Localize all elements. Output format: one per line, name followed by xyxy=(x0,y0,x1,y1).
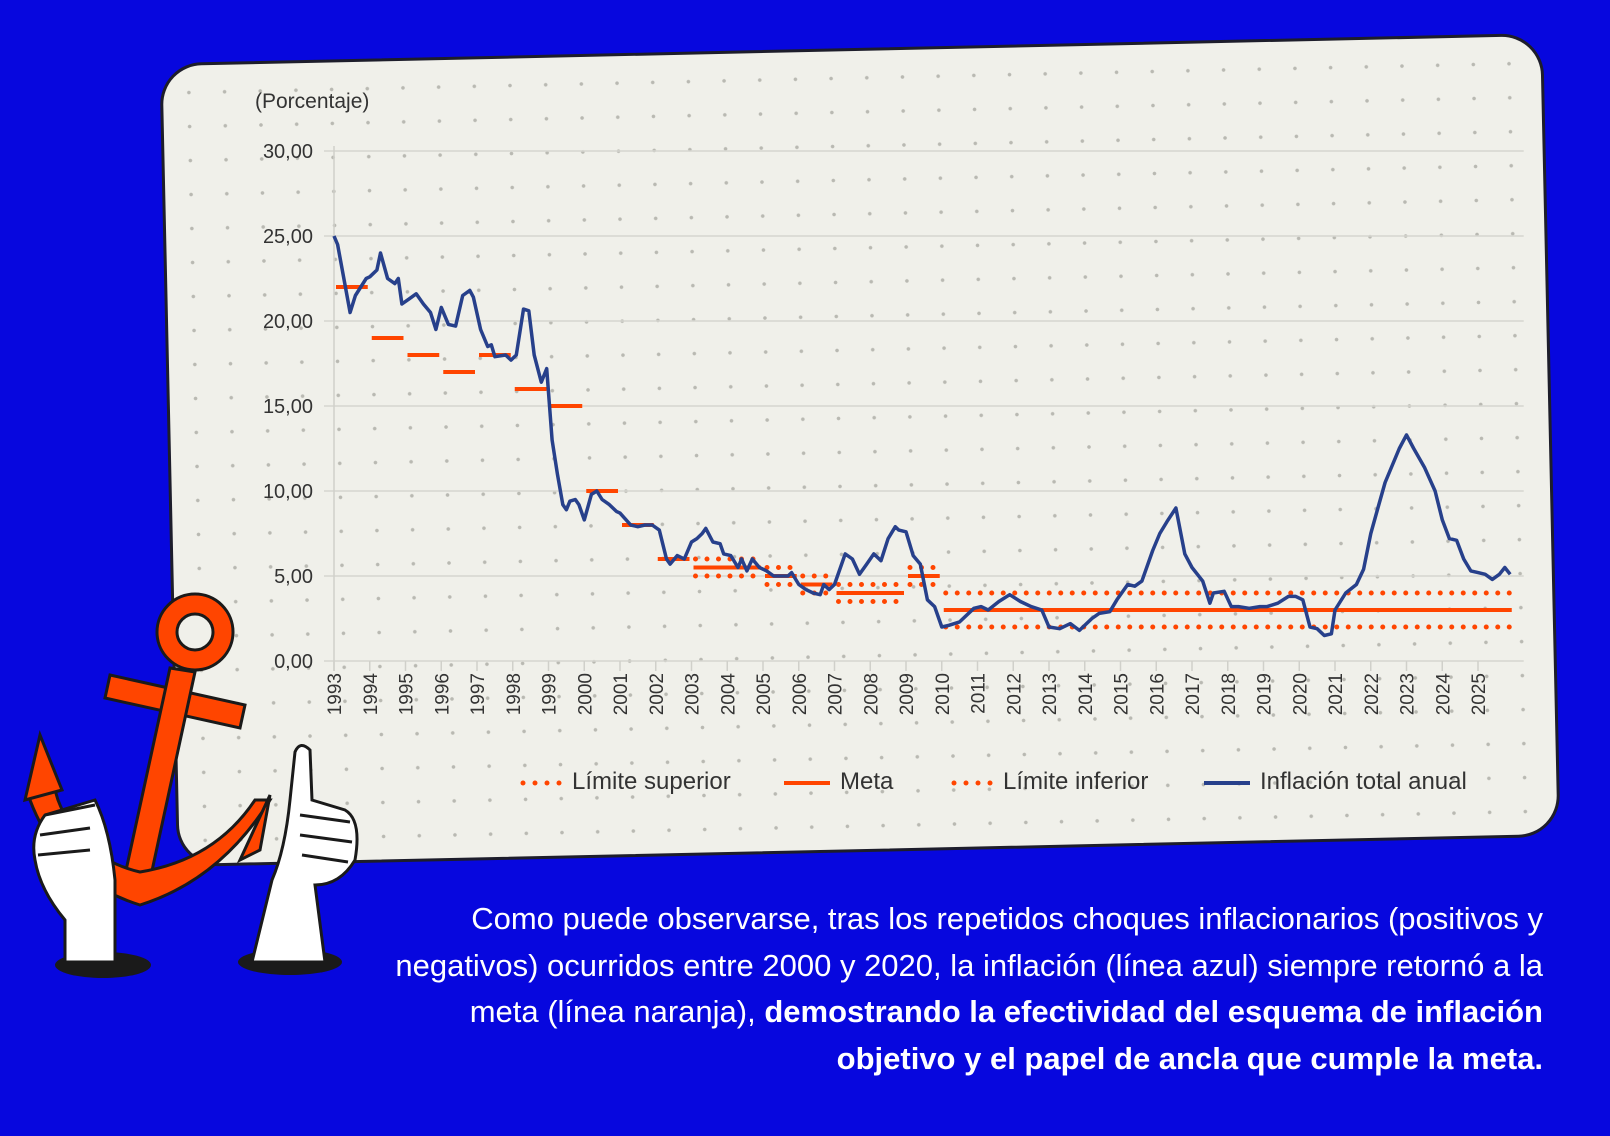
y-tick-label: 15,00 xyxy=(263,396,313,418)
x-tick-label: 2005 xyxy=(754,673,775,715)
thumbs-up-icon xyxy=(250,744,359,964)
y-axis-unit-label: (Porcentaje) xyxy=(255,90,370,113)
x-tick-label: 2004 xyxy=(718,673,739,716)
x-tick-label: 2002 xyxy=(647,673,668,715)
dotted-orange-swatch-icon xyxy=(520,780,562,786)
x-tick-label: 2021 xyxy=(1326,673,1347,715)
x-tick-label: 2024 xyxy=(1433,673,1454,716)
caption-normal: Como puede observarse, tras los repetido… xyxy=(395,901,1543,1029)
y-tick-labels: 0,00 5,00 10,00 15,00 20,00 25,00 30,00 xyxy=(263,141,313,673)
x-tick-label: 1996 xyxy=(432,673,453,715)
x-tick-label: 2014 xyxy=(1076,673,1097,716)
x-tick-labels: 1993 1994 1995 1996 1997 1998 1999 2000 2001 2002… xyxy=(325,673,1490,716)
solid-orange-swatch-icon xyxy=(784,780,830,785)
x-tick-label: 1995 xyxy=(397,673,418,715)
x-tick-label: 2017 xyxy=(1183,673,1204,715)
gridlines xyxy=(324,146,1524,671)
x-tick-label: 2000 xyxy=(575,673,596,715)
dotted-orange-swatch-icon xyxy=(951,780,993,786)
x-tick-label: 2008 xyxy=(861,673,882,715)
x-tick-label: 2013 xyxy=(1040,673,1061,715)
y-tick-label: 0,00 xyxy=(274,651,313,673)
x-tick-label: 2016 xyxy=(1147,673,1168,715)
legend-label: Meta xyxy=(840,768,894,795)
x-tick-label: 2003 xyxy=(683,673,704,715)
legend-label: Límite superior xyxy=(572,768,731,795)
hand-holding-anchor-icon xyxy=(32,798,117,964)
x-tick-label: 2009 xyxy=(897,673,918,715)
legend-meta: Meta xyxy=(784,768,893,796)
legend-label: Inflación total anual xyxy=(1260,768,1467,795)
x-tick-label: 2006 xyxy=(790,673,811,715)
caption-bold: demostrando la efectividad del esquema d… xyxy=(764,994,1543,1076)
anchor-illustration xyxy=(22,592,359,978)
x-tick-label: 2022 xyxy=(1362,673,1383,715)
solid-blue-swatch-icon xyxy=(1204,780,1250,785)
x-tick-label: 2012 xyxy=(1004,673,1025,715)
x-tick-label: 1994 xyxy=(361,673,382,716)
x-tick-label: 2015 xyxy=(1112,673,1133,715)
y-tick-label: 10,00 xyxy=(263,481,313,503)
legend-upper-limit: Límite superior xyxy=(520,768,731,796)
x-tick-label: 2011 xyxy=(969,673,990,714)
x-tick-label: 2019 xyxy=(1255,673,1276,715)
x-tick-label: 2023 xyxy=(1398,673,1419,715)
x-tick-label: 2010 xyxy=(933,673,954,715)
y-tick-label: 5,00 xyxy=(274,566,313,588)
x-tick-label: 1993 xyxy=(325,673,346,715)
y-tick-label: 30,00 xyxy=(263,141,313,163)
y-tick-label: 25,00 xyxy=(263,226,313,248)
x-tick-label: 2001 xyxy=(611,673,632,715)
legend-lower-limit: Límite inferior xyxy=(951,768,1148,796)
legend-label: Límite inferior xyxy=(1003,768,1149,795)
x-tick-label: 1998 xyxy=(504,673,525,715)
x-tick-label: 1997 xyxy=(468,673,489,715)
x-tick-label: 2025 xyxy=(1469,673,1490,715)
x-tick-label: 1999 xyxy=(540,673,561,715)
x-tick-label: 2020 xyxy=(1290,673,1311,715)
x-tick-label: 2007 xyxy=(826,673,847,715)
series-layer xyxy=(332,235,1515,638)
caption-text: Como puede observarse, tras los repetido… xyxy=(343,896,1543,1082)
legend-inflation: Inflación total anual xyxy=(1204,768,1467,796)
y-tick-label: 20,00 xyxy=(263,311,313,333)
x-tick-label: 2018 xyxy=(1219,673,1240,715)
inflation-line xyxy=(332,235,1512,638)
